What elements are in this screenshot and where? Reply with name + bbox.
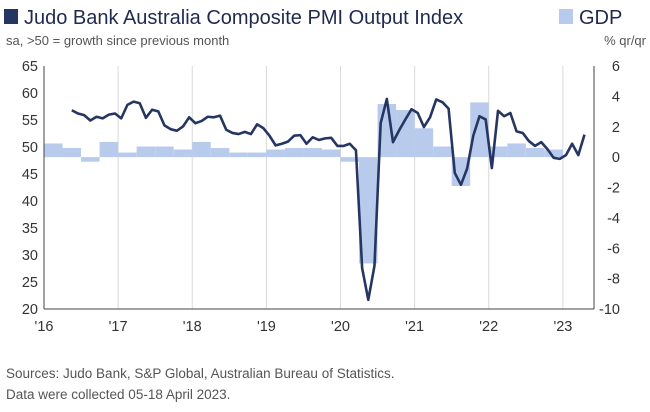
pmi-line-group	[71, 97, 586, 302]
left-tick-9: 20	[22, 302, 38, 318]
gdp-bar-2019Q2	[284, 148, 304, 158]
left-tick-6: 35	[22, 221, 38, 237]
x-tick-6: '22	[479, 319, 498, 335]
left-tick-2: 55	[22, 113, 38, 129]
gdp-bar-2021Q4	[470, 102, 489, 158]
gdp-bar-2016Q1	[44, 143, 63, 158]
left-tick-8: 25	[22, 275, 38, 291]
right-tick-3: 0	[612, 150, 620, 166]
legend-gdp-label: GDP	[579, 7, 622, 29]
legend-gdp-swatch	[559, 9, 573, 24]
gdp-bar-2017Q3	[155, 146, 174, 158]
right-tick-1: 4	[612, 89, 620, 105]
left-axis-labels: 65 60 55 50 45 40 35 30 25 20	[22, 59, 38, 318]
right-tick-4: -2	[607, 181, 620, 197]
x-tick-7: '23	[553, 319, 572, 335]
right-axis-labels: 6 4 2 0 -2 -4 -6 -8 -10	[599, 59, 620, 318]
collection-note: Data were collected 05-18 April 2023.	[6, 387, 230, 402]
left-tick-1: 60	[22, 86, 38, 102]
left-tick-3: 50	[22, 140, 38, 156]
gdp-bar-2022Q1	[488, 146, 508, 158]
gdp-bar-2016Q4	[99, 141, 119, 158]
right-tick-8: -10	[599, 302, 620, 318]
left-tick-4: 45	[22, 167, 38, 183]
gdp-bar-2018Q1	[192, 141, 211, 158]
gdp-bar-2022Q2	[507, 143, 526, 158]
gdp-bar-2017Q2	[136, 146, 156, 158]
gdp-bar-2022Q3	[525, 148, 545, 158]
gdp-bar-2019Q1	[266, 149, 285, 158]
gdp-bar-2019Q3	[303, 148, 322, 158]
legend-line-swatch	[4, 9, 18, 24]
gdp-bar-2020Q2	[359, 157, 378, 264]
gdp-bar-2016Q3	[81, 157, 100, 162]
right-tick-6: -6	[607, 241, 620, 257]
gdp-bar-2018Q3	[229, 152, 248, 158]
source-note: Sources: Judo Bank, S&P Global, Australi…	[6, 366, 394, 381]
right-tick-7: -8	[607, 272, 620, 288]
axes	[43, 66, 595, 310]
legend-gdp-unit: % qr/qr	[604, 33, 647, 48]
chart-title: Judo Bank Australia Composite PMI Output…	[24, 7, 463, 29]
x-tick-1: '17	[109, 319, 128, 335]
x-tick-3: '19	[257, 319, 276, 335]
chart-subtitle: sa, >50 = growth since previous month	[6, 33, 229, 48]
gdp-bar-2022Q4	[544, 149, 563, 158]
gdp-bar-2017Q1	[118, 152, 137, 158]
gdp-bar-2019Q4	[321, 149, 341, 158]
gdp-bar-2018Q4	[247, 152, 267, 158]
right-tick-0: 6	[612, 59, 620, 75]
gdp-bar-2018Q2	[210, 148, 230, 158]
left-tick-0: 65	[22, 59, 38, 75]
gdp-bar-2020Q4	[396, 110, 415, 158]
left-tick-7: 30	[22, 248, 38, 264]
gdp-bar-2021Q3	[451, 157, 471, 186]
gdp-bar-2017Q4	[173, 149, 193, 158]
pmi-line	[71, 97, 586, 302]
gdp-bars	[44, 102, 563, 264]
right-tick-5: -4	[607, 211, 620, 227]
right-tick-2: 2	[612, 120, 620, 136]
left-tick-5: 40	[22, 194, 38, 210]
gridlines	[43, 66, 564, 309]
gdp-bar-2016Q2	[62, 148, 82, 158]
gdp-bar-2020Q1	[340, 157, 360, 162]
x-tick-4: '20	[331, 319, 350, 335]
gdp-bar-2021Q2	[433, 146, 452, 158]
x-tick-5: '21	[405, 319, 424, 335]
gdp-bar-2021Q1	[414, 128, 434, 158]
x-tick-0: '16	[35, 319, 54, 335]
x-axis-labels: '16 '17 '18 '19 '20 '21 '22 '23	[35, 319, 573, 335]
x-tick-2: '18	[183, 319, 202, 335]
